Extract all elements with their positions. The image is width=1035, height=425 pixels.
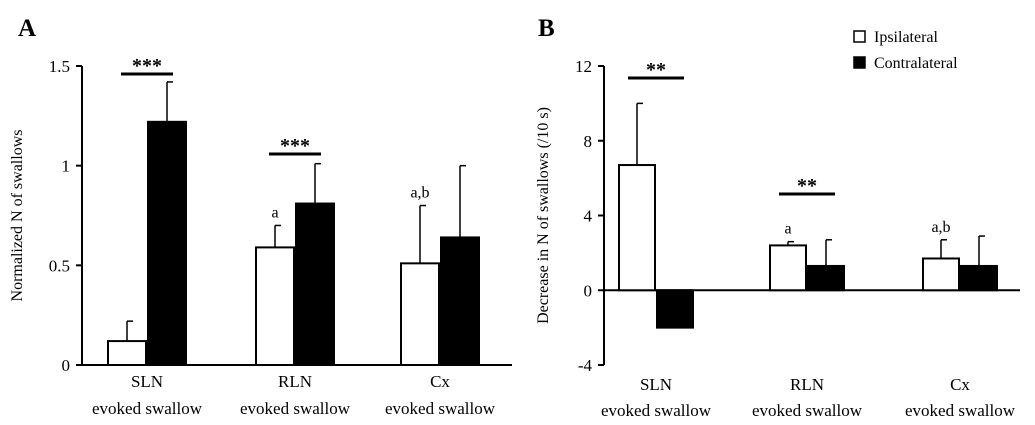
panel-a-bar-contralateral <box>295 202 335 366</box>
panel-a-bar-contralateral <box>440 236 480 366</box>
panel-b-category-label: SLN <box>640 375 672 394</box>
panel-a-significance-stars: *** <box>280 135 310 157</box>
panel-a-category-label: Cx <box>430 372 450 391</box>
panel-b-category-label: Cx <box>950 375 970 394</box>
panel-b-bar-ipsilateral <box>618 164 656 292</box>
panel-a-bar-ipsilateral <box>255 246 295 366</box>
panel-a-y-tick-label: 0 <box>62 356 71 375</box>
panel-b-y-axis-label: Decrease in N of swallows (/10 s) <box>535 107 552 324</box>
panel-b-significance-stars: ** <box>797 175 817 197</box>
panel-a-y-tick-label: 1.5 <box>49 57 70 76</box>
panel-b-y-tick-label: 12 <box>575 57 592 76</box>
panel-a-y-axis-label: Normalized N of swallows <box>9 130 26 302</box>
panel-b-bar-contralateral <box>960 264 998 292</box>
legend-label-ipsilateral: Ipsilateral <box>874 29 939 46</box>
panel-b-category-sublabel: evoked swallow <box>905 401 1016 420</box>
panel-a-bar-ipsilateral <box>400 262 440 366</box>
panel-a-bar-contralateral <box>147 120 187 366</box>
panel-a-category-sublabel: evoked swallow <box>92 399 203 418</box>
panel-a-significance-stars: *** <box>132 55 162 77</box>
panel-b-letter: B <box>538 15 555 42</box>
panel-b-bar-contralateral <box>656 289 694 329</box>
panel-b-category-label: RLN <box>790 375 824 394</box>
panel-b-y-tick-label: 8 <box>584 132 593 151</box>
panel-a-category-label: SLN <box>131 372 163 391</box>
panel-b-y-tick-label: 4 <box>584 207 593 226</box>
panel-b-bar-contralateral <box>807 264 845 292</box>
panel-a: A Normalized N of swallows 0 0.5 1 1.5 *** SL… <box>9 15 512 418</box>
panel-b-bar-ipsilateral <box>922 257 960 292</box>
panel-b-category-sublabel: evoked swallow <box>752 401 863 420</box>
panel-b-bar-ipsilateral <box>769 244 807 292</box>
panel-a-y-tick-label: 1 <box>62 157 71 176</box>
panel-a-group-annotation: a <box>271 204 278 221</box>
panel-a-y-tick-label: 0.5 <box>49 256 70 275</box>
legend-swatch-ipsilateral <box>853 30 866 43</box>
panel-b: B Decrease in N of swallows (/10 s) -4 0 4… <box>535 15 1020 420</box>
panel-b-group-annotation: a,b <box>931 219 950 236</box>
panel-a-letter: A <box>18 15 36 42</box>
panel-b-group-annotation: a <box>784 221 791 238</box>
panel-b-y-tick-label: 0 <box>584 281 593 300</box>
legend-label-contralateral: Contralateral <box>874 55 958 72</box>
panel-b-y-tick-label: -4 <box>578 356 593 375</box>
panel-b-significance-stars: ** <box>646 59 666 81</box>
panel-a-category-label: RLN <box>278 372 312 391</box>
legend-swatch-contralateral <box>853 56 866 69</box>
panel-b-category-sublabel: evoked swallow <box>601 401 712 420</box>
panel-a-category-sublabel: evoked swallow <box>240 399 351 418</box>
panel-a-category-sublabel: evoked swallow <box>385 399 496 418</box>
panel-a-group-annotation: a,b <box>410 185 429 202</box>
panel-a-bar-ipsilateral <box>107 340 147 366</box>
